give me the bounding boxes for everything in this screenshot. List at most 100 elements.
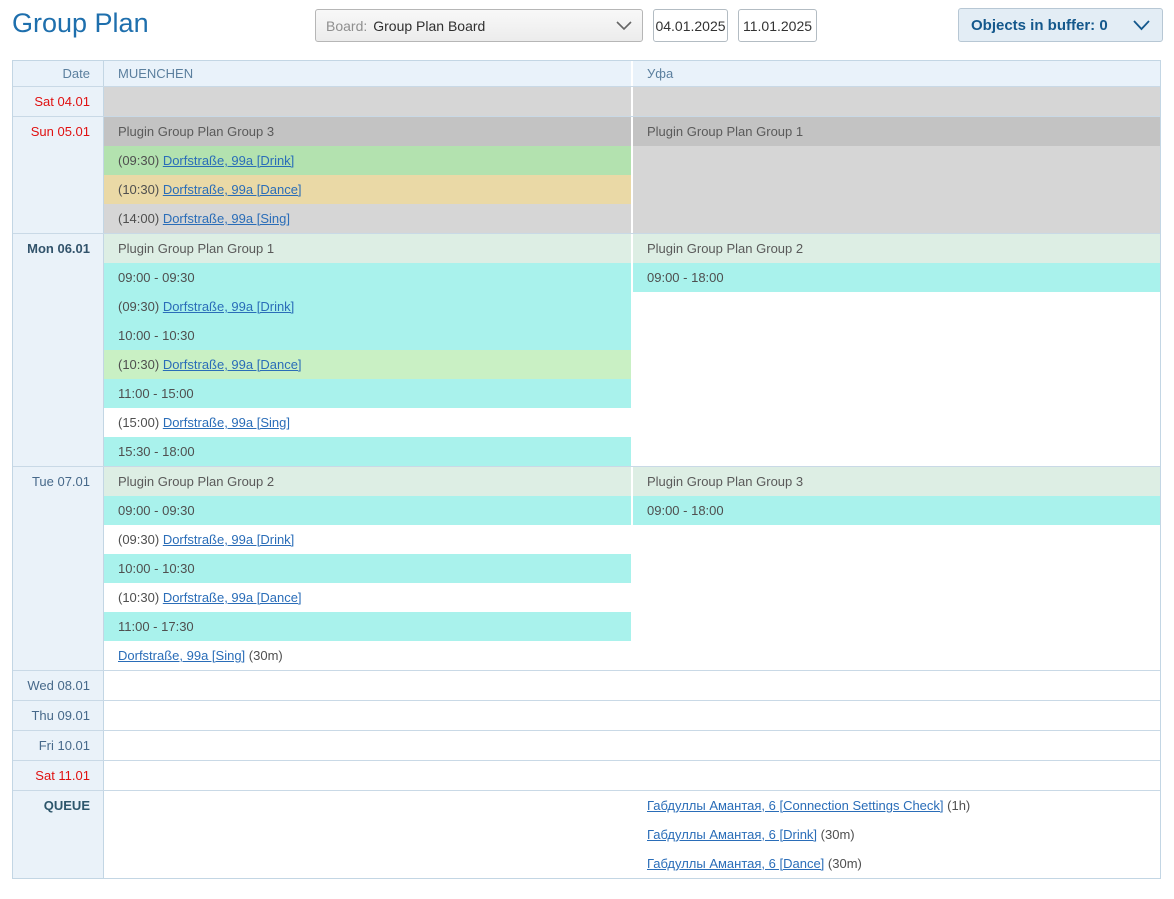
availability-band	[633, 671, 1160, 700]
event-band: Габдуллы Амантая, 6 [Connection Settings…	[633, 791, 1160, 820]
muenchen-day-cell: Plugin Group Plan Group 1 09:00 - 09:30 (0…	[104, 234, 631, 466]
event-time-prefix: (09:30)	[118, 532, 163, 547]
muenchen-day-cell: Plugin Group Plan Group 3 (09:30) Dorfstr…	[104, 117, 631, 233]
event-link[interactable]: Dorfstraße, 99a [Sing]	[162, 211, 290, 226]
event-band: (10:30) Dorfstraße, 99a [Dance]	[104, 583, 631, 612]
ufa-day-cell: Plugin Group Plan Group 2 09:00 - 18:00	[633, 234, 1160, 466]
day-row: Tue 07.01 Plugin Group Plan Group 2 09:00 …	[13, 467, 1160, 671]
event-duration-suffix: (30m)	[817, 827, 855, 842]
chevron-down-icon	[1133, 19, 1150, 31]
column-header-muenchen: MUENCHEN	[104, 61, 631, 86]
group-plan-header: Plugin Group Plan Group 3	[104, 117, 631, 146]
date-label: Tue 07.01	[31, 474, 90, 489]
day-row: Fri 10.01	[13, 731, 1160, 761]
date-cell: Sat 11.01	[13, 761, 104, 790]
busy-slot-band: 11:00 - 15:00	[104, 379, 631, 408]
muenchen-day-cell	[104, 87, 631, 116]
board-dropdown[interactable]: Board: Group Plan Board	[315, 9, 643, 42]
busy-slot-band: 09:00 - 18:00	[633, 496, 1160, 525]
ufa-day-cell	[633, 761, 1160, 790]
column-header-date: Date	[13, 61, 104, 86]
event-band: (14:00) Dorfstraße, 99a [Sing]	[104, 204, 631, 233]
busy-slot-band: 15:30 - 18:00	[104, 437, 631, 466]
date-cell: QUEUE	[13, 791, 104, 878]
event-link[interactable]: Dorfstraße, 99a [Drink]	[162, 532, 295, 547]
date-cell: Mon 06.01	[13, 234, 104, 466]
group-plan-table: Date MUENCHEN Уфа Sat 04.01 Sun 05.01 Plug…	[12, 60, 1161, 879]
group-plan-header: Plugin Group Plan Group 2	[104, 467, 631, 496]
page-title: Group Plan	[12, 8, 149, 38]
event-link[interactable]: Dorfstraße, 99a [Dance]	[162, 182, 302, 197]
event-time-prefix: (10:30)	[118, 182, 163, 197]
ufa-day-cell	[633, 701, 1160, 730]
date-label: Wed 08.01	[27, 678, 90, 693]
objects-in-buffer-label: Objects in buffer: 0	[971, 16, 1108, 34]
event-band: (15:00) Dorfstraße, 99a [Sing]	[104, 408, 631, 437]
day-row: Thu 09.01	[13, 701, 1160, 731]
event-time-prefix: (14:00)	[118, 211, 163, 226]
event-band: (10:30) Dorfstraße, 99a [Dance]	[104, 350, 631, 379]
date-label: Mon 06.01	[27, 241, 90, 256]
event-link[interactable]: Dorfstraße, 99a [Sing]	[162, 415, 290, 430]
event-link[interactable]: Dorfstraße, 99a [Sing]	[118, 648, 246, 663]
date-label: Fri 10.01	[38, 738, 90, 753]
muenchen-day-cell	[104, 761, 631, 790]
availability-band	[633, 146, 1160, 233]
event-time-prefix: (10:30)	[118, 590, 163, 605]
day-row: Sat 11.01	[13, 761, 1160, 791]
ufa-day-cell	[633, 671, 1160, 700]
objects-in-buffer-dropdown[interactable]: Objects in buffer: 0	[958, 8, 1163, 42]
muenchen-day-cell	[104, 791, 631, 878]
event-link[interactable]: Габдуллы Амантая, 6 [Connection Settings…	[647, 798, 944, 813]
top-bar: Group Plan Board: Group Plan Board Objec…	[0, 0, 1174, 56]
date-cell: Fri 10.01	[13, 731, 104, 760]
event-duration-suffix: (1h)	[943, 798, 971, 813]
date-to-input[interactable]	[738, 9, 817, 42]
date-label: QUEUE	[43, 798, 90, 813]
muenchen-day-cell	[104, 671, 631, 700]
event-band: (10:30) Dorfstraße, 99a [Dance]	[104, 175, 631, 204]
group-plan-header: Plugin Group Plan Group 1	[104, 234, 631, 263]
chevron-down-icon	[616, 20, 632, 31]
event-band: Габдуллы Амантая, 6 [Dance] (30m)	[633, 849, 1160, 878]
ufa-day-cell	[633, 87, 1160, 116]
ufa-day-cell: Plugin Group Plan Group 3 09:00 - 18:00	[633, 467, 1160, 670]
date-label: Sat 04.01	[34, 94, 90, 109]
date-cell: Sat 04.01	[13, 87, 104, 116]
day-row: QUEUE Габдуллы Амантая, 6 [Connection Set…	[13, 791, 1160, 878]
date-from-input[interactable]	[653, 9, 728, 42]
event-band: (09:30) Dorfstraße, 99a [Drink]	[104, 146, 631, 175]
date-cell: Sun 05.01	[13, 117, 104, 233]
event-time-prefix: (09:30)	[118, 299, 163, 314]
table-header-row: Date MUENCHEN Уфа	[13, 61, 1160, 87]
event-time-prefix: (15:00)	[118, 415, 163, 430]
event-band: Габдуллы Амантая, 6 [Drink] (30m)	[633, 820, 1160, 849]
event-band: Dorfstraße, 99a [Sing] (30m)	[104, 641, 631, 670]
ufa-day-cell: Габдуллы Амантая, 6 [Connection Settings…	[633, 791, 1160, 878]
day-row: Sun 05.01 Plugin Group Plan Group 3 (09:30…	[13, 117, 1160, 234]
event-link[interactable]: Габдуллы Амантая, 6 [Drink]	[647, 827, 818, 842]
day-row: Wed 08.01	[13, 671, 1160, 701]
date-label: Thu 09.01	[31, 708, 90, 723]
day-row: Mon 06.01 Plugin Group Plan Group 1 09:00 …	[13, 234, 1160, 467]
column-header-ufa: Уфа	[633, 61, 1160, 86]
event-link[interactable]: Dorfstraße, 99a [Dance]	[162, 590, 302, 605]
busy-slot-band: 09:00 - 18:00	[633, 263, 1160, 292]
availability-band	[633, 87, 1160, 116]
board-dropdown-label: Board:	[326, 17, 368, 34]
date-label: Sun 05.01	[30, 124, 90, 139]
event-link[interactable]: Dorfstraße, 99a [Drink]	[162, 153, 295, 168]
availability-band	[633, 731, 1160, 760]
event-link[interactable]: Габдуллы Амантая, 6 [Dance]	[647, 856, 825, 871]
event-link[interactable]: Dorfstraße, 99a [Drink]	[162, 299, 295, 314]
group-plan-header: Plugin Group Plan Group 1	[633, 117, 1160, 146]
date-cell: Tue 07.01	[13, 467, 104, 670]
date-cell: Wed 08.01	[13, 671, 104, 700]
event-link[interactable]: Dorfstraße, 99a [Dance]	[162, 357, 302, 372]
group-plan-header: Plugin Group Plan Group 2	[633, 234, 1160, 263]
busy-slot-band: 10:00 - 10:30	[104, 321, 631, 350]
availability-band	[104, 701, 631, 730]
muenchen-day-cell: Plugin Group Plan Group 2 09:00 - 09:30 (0…	[104, 467, 631, 670]
event-time-prefix: (09:30)	[118, 153, 163, 168]
board-dropdown-value: Group Plan Board	[373, 17, 486, 34]
